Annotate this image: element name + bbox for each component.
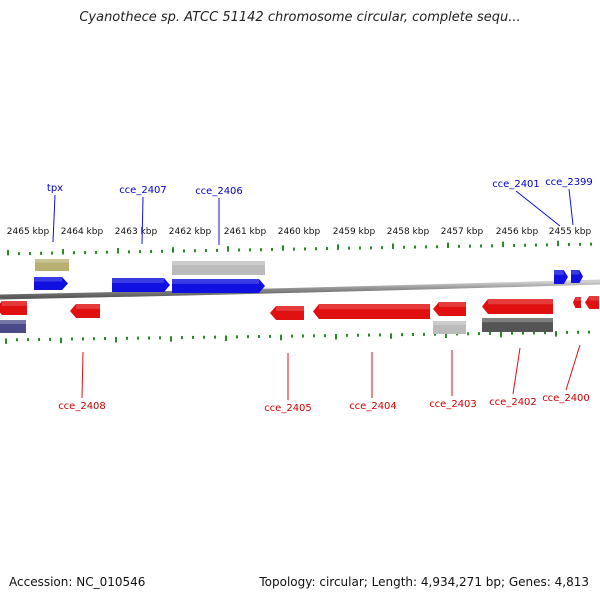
gene-arrow-cce-2402-shine — [488, 299, 553, 305]
gene-label-cce-2408: cce_2408 — [58, 401, 106, 412]
scale-label-kbp: 2458 kbp — [387, 227, 430, 237]
label-leader-line — [565, 344, 581, 391]
gene-label-cce-2405: cce_2405 — [264, 403, 312, 414]
gene-arrow-cce-2406-shine — [172, 279, 259, 284]
tpx-rna-feature-shine — [35, 259, 69, 263]
gene-arrow-cce-2406 — [172, 279, 265, 293]
label-leader-line — [568, 188, 574, 226]
cce-2403-feature — [433, 321, 466, 334]
gene-arrow-cce-2405 — [270, 306, 304, 320]
gene-arrow-cce-2402 — [482, 299, 553, 314]
gene-arrow-cce-2400 — [573, 297, 581, 308]
scale-label-kbp: 2460 kbp — [278, 227, 321, 237]
map-title: Cyanothece sp. ATCC 51142 chromosome cir… — [79, 10, 521, 25]
gene-arrow-left-edge — [0, 301, 27, 315]
gene-arrow-cce-2400-shine — [575, 297, 581, 301]
gene-arrow-cce-2404 — [313, 304, 430, 319]
gene-arrow-right-edge-shine — [589, 296, 599, 301]
scale-label-kbp: 2463 kbp — [115, 227, 158, 237]
gene-arrow-cce-2403-shine — [439, 302, 466, 307]
accession-text: Accession: NC_010546 — [9, 575, 146, 589]
left-edge-feature — [0, 320, 26, 333]
cce-2403-feature-shine — [433, 321, 466, 325]
cce-2402-feature-shine — [482, 318, 553, 323]
scale-label-kbp: 2464 kbp — [61, 227, 104, 237]
gene-arrow-cce-2403 — [433, 302, 466, 316]
scale-label-kbp: 2462 kbp — [169, 227, 212, 237]
gene-arrow-cce-2399-shine — [571, 270, 580, 275]
gene-arrow-tpx — [34, 277, 68, 290]
label-leader-line — [52, 194, 56, 243]
gene-arrow-tpx-shine — [34, 277, 62, 282]
gene-label-cce-2401: cce_2401 — [492, 179, 540, 190]
label-leader-line — [512, 347, 521, 395]
gene-label-cce-2399: cce_2399 — [545, 177, 593, 188]
label-leader-line — [141, 196, 144, 245]
gene-label-cce-2403: cce_2403 — [429, 399, 477, 410]
gene-arrow-cce-2401-shine — [554, 270, 564, 275]
scale-label-kbp: 2465 kbp — [7, 227, 50, 237]
gene-arrow-cce-2407 — [112, 278, 170, 292]
scale-label-kbp: 2456 kbp — [496, 227, 539, 237]
gene-arrow-cce-2401 — [554, 270, 568, 284]
gene-arrow-cce-2404-shine — [319, 304, 430, 310]
gene-label-cce-2400: cce_2400 — [542, 393, 590, 404]
left-edge-feature-shine — [0, 320, 26, 324]
chromosome-backbone — [0, 279, 600, 300]
gene-arrow-cce-2408-shine — [76, 304, 100, 309]
gene-label-cce-2404: cce_2404 — [349, 401, 397, 412]
gene-arrow-cce-2405-shine — [276, 306, 304, 311]
scale-label-kbp: 2461 kbp — [224, 227, 267, 237]
label-leader-line — [81, 351, 84, 399]
gene-arrow-cce-2407-shine — [112, 278, 164, 283]
gene-label-cce-2402: cce_2402 — [489, 397, 537, 408]
gene-label-tpx: tpx — [47, 183, 63, 194]
tpx-rna-feature — [35, 259, 69, 271]
scale-label-kbp: 2455 kbp — [549, 227, 592, 237]
genome-summary-text: Topology: circular; Length: 4,934,271 bp… — [259, 575, 589, 589]
scale-label-kbp: 2459 kbp — [333, 227, 376, 237]
gene-arrow-cce-2399 — [571, 270, 583, 283]
cce-2406-feature-shine — [172, 261, 265, 266]
gene-label-cce-2406: cce_2406 — [195, 186, 243, 197]
gene-arrow-right-edge — [585, 296, 599, 309]
cce-2402-feature — [482, 318, 553, 332]
scale-label-kbp: 2457 kbp — [441, 227, 484, 237]
gene-arrow-cce-2408 — [70, 304, 100, 318]
label-leader-line — [515, 190, 561, 227]
cce-2406-feature — [172, 261, 265, 275]
gene-arrow-left-edge-shine — [2, 301, 27, 306]
gene-label-cce-2407: cce_2407 — [119, 185, 167, 196]
